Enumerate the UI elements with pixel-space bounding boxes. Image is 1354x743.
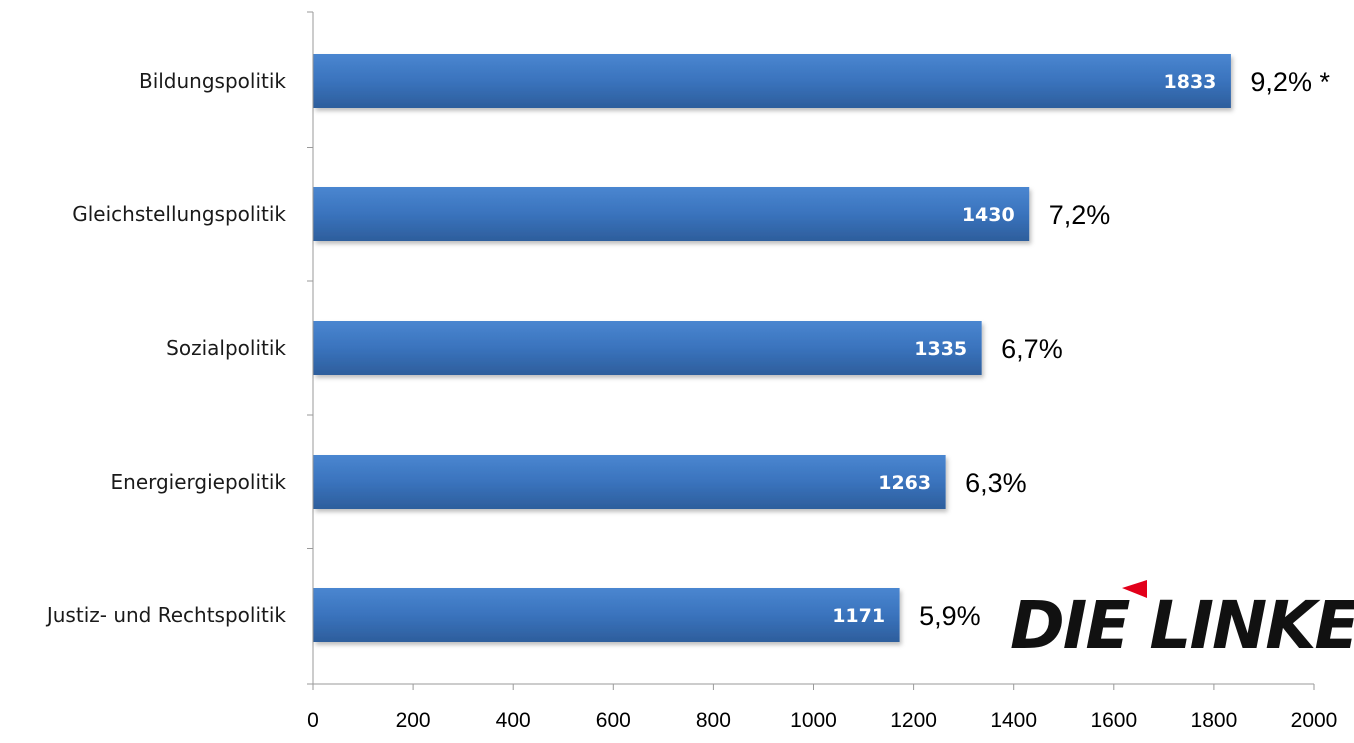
bar-value-label: 1833	[1164, 71, 1217, 93]
category-label: Justiz- und Rechtspolitik	[45, 603, 287, 627]
bar-value-label: 1335	[914, 338, 967, 360]
category-label: Bildungspolitik	[139, 69, 286, 93]
bar-percent-label: 6,3%	[965, 468, 1027, 498]
bar-value-label: 1171	[832, 605, 885, 627]
bar-value-label: 1430	[962, 204, 1015, 226]
bar-value-label: 1263	[878, 472, 931, 494]
x-tick-label: 1800	[1191, 709, 1238, 732]
die-linke-logo: DIE LINKE.	[1010, 580, 1354, 664]
bar	[313, 588, 900, 642]
category-label: Gleichstellungspolitik	[72, 202, 286, 226]
category-label: Energiergiepolitik	[111, 470, 287, 494]
x-tick-label: 1200	[890, 709, 937, 732]
logo-text: DIE LINKE.	[1010, 587, 1354, 664]
logo-accent-triangle	[1122, 580, 1147, 598]
bar-percent-label: 5,9%	[919, 601, 981, 631]
x-tick-label: 600	[596, 709, 631, 732]
bar-percent-label: 9,2% *	[1250, 67, 1330, 97]
category-label: Sozialpolitik	[166, 336, 286, 360]
x-tick-label: 200	[396, 709, 431, 732]
x-tick-label: 2000	[1291, 709, 1338, 732]
bar	[313, 321, 982, 375]
x-tick-label: 0	[307, 709, 319, 732]
bar-percent-label: 6,7%	[1001, 334, 1063, 364]
x-tick-label: 800	[696, 709, 731, 732]
x-tick-label: 1600	[1090, 709, 1137, 732]
bar	[313, 455, 946, 509]
x-tick-label: 1000	[790, 709, 837, 732]
bar-percent-label: 7,2%	[1049, 200, 1111, 230]
x-tick-label: 400	[496, 709, 531, 732]
x-tick-label: 1400	[990, 709, 1037, 732]
bar	[313, 54, 1231, 108]
bar	[313, 187, 1030, 241]
